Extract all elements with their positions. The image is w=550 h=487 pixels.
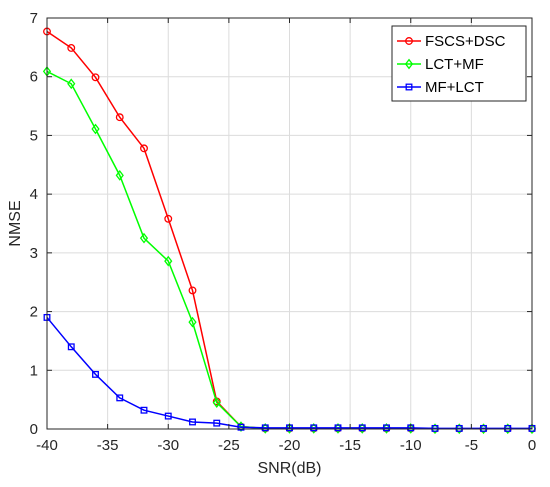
legend-label: MF+LCT (425, 79, 484, 96)
y-tick-label: 3 (30, 245, 38, 262)
data-point-square (189, 418, 196, 426)
x-tick-label: -20 (279, 437, 301, 454)
data-point-circle (164, 214, 173, 223)
data-point-square (116, 394, 124, 402)
x-tick-label: -30 (157, 437, 179, 454)
legend-label: LCT+MF (425, 56, 484, 73)
data-point-square (504, 424, 512, 432)
legend-item: LCT+MF (397, 56, 484, 73)
x-tick-label: 0 (528, 437, 536, 454)
x-tick-label: -25 (218, 437, 240, 454)
x-tick-label: -35 (97, 437, 119, 454)
y-tick-label: 5 (30, 127, 38, 144)
x-tick-label: -10 (400, 437, 422, 454)
data-point-circle (67, 43, 76, 52)
data-point-diamond (139, 232, 149, 244)
data-point-square (455, 424, 463, 432)
data-point-square (67, 343, 75, 351)
legend-label: FSCS+DSC (425, 33, 506, 50)
data-point-diamond (67, 78, 76, 90)
data-point-diamond (212, 397, 221, 408)
data-point-square (480, 424, 487, 432)
legend-items: FSCS+DSC LCT+MF MF+LCT (397, 33, 506, 96)
y-tick-label: 2 (30, 304, 38, 321)
data-point-square (334, 424, 342, 432)
x-tick-labels: -40 -35 -30 -25 -20 -15 -10 -5 0 (36, 437, 536, 454)
data-point-square (237, 423, 245, 431)
data-point-diamond (91, 123, 100, 135)
y-tick-label: 7 (30, 10, 38, 27)
data-point-square (213, 419, 221, 427)
legend-marker (405, 83, 413, 91)
data-point-square (431, 424, 439, 432)
y-tick-label: 4 (30, 186, 38, 203)
data-point-circle (115, 113, 124, 122)
data-point-circle (140, 144, 148, 153)
data-point-square (358, 424, 366, 432)
data-point-square (383, 424, 390, 432)
y-tick-labels: 0 1 2 3 4 5 6 7 (30, 10, 38, 438)
y-axis-label: NMSE (7, 200, 24, 246)
legend-marker (404, 58, 414, 70)
data-point-diamond (115, 169, 124, 181)
data-point-diamond (188, 316, 197, 328)
x-axis-label: SNR(dB) (257, 460, 321, 477)
data-point-square (164, 412, 172, 420)
data-point-circle (188, 286, 197, 295)
data-point-square (261, 424, 269, 432)
data-point-circle (91, 73, 100, 82)
y-tick-label: 6 (30, 69, 38, 86)
y-tick-label: 0 (30, 421, 38, 438)
y-tick-label: 1 (30, 362, 38, 379)
x-tick-label: -40 (36, 437, 58, 454)
data-point-square (310, 424, 318, 432)
data-point-square (92, 370, 99, 378)
legend: FSCS+DSC LCT+MF MF+LCT (391, 25, 527, 102)
x-tick-label: -5 (465, 437, 478, 454)
legend-item: FSCS+DSC (397, 33, 506, 50)
legend-item: MF+LCT (397, 79, 484, 96)
tick-marks (46, 17, 533, 430)
legend-marker (405, 37, 413, 45)
data-point-diamond (164, 255, 173, 267)
x-tick-label: -15 (339, 437, 361, 454)
data-point-square (140, 406, 148, 414)
